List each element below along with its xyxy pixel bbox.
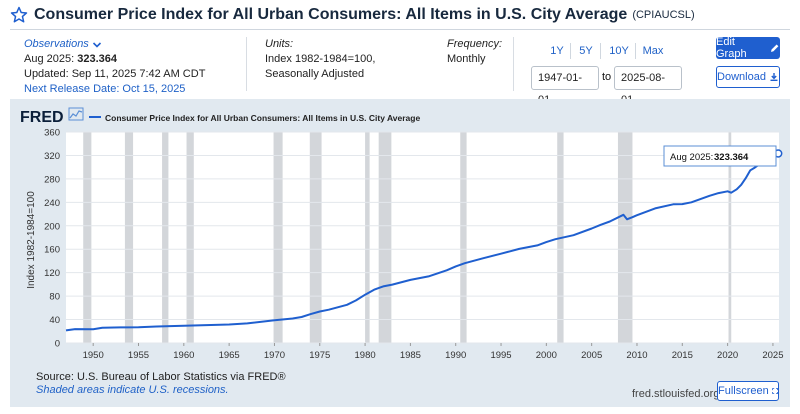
title-divider xyxy=(10,29,790,30)
plot-area xyxy=(66,132,779,343)
x-tick-label: 1975 xyxy=(309,350,330,361)
recession-note: Shaded areas indicate U.S. recessions. xyxy=(36,384,229,396)
recession-band xyxy=(378,132,392,343)
recession-band xyxy=(273,132,283,343)
title-row: Consumer Price Index for All Urban Consu… xyxy=(10,4,790,26)
recession-band xyxy=(728,132,732,343)
source-text: Source: U.S. Bureau of Labor Statistics … xyxy=(36,371,286,383)
x-tick-label: 2005 xyxy=(581,350,602,361)
y-tick-label: 0 xyxy=(55,339,60,350)
edit-graph-button[interactable]: Edit Graph xyxy=(716,36,780,60)
units-line-2: Seasonally Adjusted xyxy=(265,68,365,80)
range-10y-button[interactable]: 10Y xyxy=(609,45,629,57)
recession-band xyxy=(124,132,134,343)
fred-logo-graph-icon xyxy=(68,107,84,121)
series-id: (CPIAUCSL) xyxy=(632,9,695,21)
x-tick-label: 1985 xyxy=(400,350,421,361)
recession-band xyxy=(162,132,169,343)
x-tick-label: 2025 xyxy=(762,350,783,361)
y-tick-label: 240 xyxy=(44,198,60,209)
download-label: Download xyxy=(717,71,766,83)
recession-band xyxy=(365,132,370,343)
latest-observation: Aug 2025: 323.364 xyxy=(24,52,205,67)
range-separator xyxy=(600,43,601,59)
x-tick-label: 2010 xyxy=(626,350,647,361)
y-tick-label: 120 xyxy=(44,268,60,279)
x-tick-label: 1990 xyxy=(445,350,466,361)
x-tick-label: 1950 xyxy=(83,350,104,361)
range-5y-button[interactable]: 5Y xyxy=(579,45,593,57)
recession-band xyxy=(460,132,467,343)
frequency-label: Frequency: xyxy=(447,38,503,50)
x-tick-label: 2015 xyxy=(672,350,693,361)
observations-panel: Observations Aug 2025: 323.364 Updated: … xyxy=(24,37,205,97)
y-axis-label: Index 1982-1984=100 xyxy=(26,191,37,289)
observation-value: 323.364 xyxy=(77,53,117,65)
y-tick-label: 360 xyxy=(44,128,60,139)
x-tick-label: 1955 xyxy=(128,350,149,361)
column-divider xyxy=(246,37,247,91)
tooltip-value: 323.364 xyxy=(714,152,749,163)
download-button[interactable]: Download xyxy=(716,66,780,88)
recession-band xyxy=(186,132,194,343)
x-tick-label: 2020 xyxy=(717,350,738,361)
y-tick-label: 320 xyxy=(44,151,60,162)
observations-dropdown[interactable]: Observations xyxy=(24,37,205,52)
column-divider xyxy=(513,37,514,91)
x-tick-label: 1995 xyxy=(490,350,511,361)
hover-tooltip: Aug 2025: 323.364 xyxy=(663,145,777,167)
next-release-link[interactable]: Next Release Date: Oct 15, 2025 xyxy=(24,83,186,95)
range-separator xyxy=(635,43,636,59)
range-1y-button[interactable]: 1Y xyxy=(550,45,564,57)
fullscreen-icon xyxy=(771,388,778,394)
frequency-value: Monthly xyxy=(447,53,486,65)
series-line[interactable] xyxy=(65,152,779,332)
fullscreen-label: Fullscreen xyxy=(718,385,769,397)
chevron-down-icon xyxy=(92,41,101,48)
x-tick-label: 1980 xyxy=(355,350,376,361)
observations-label: Observations xyxy=(24,38,89,50)
fullscreen-button[interactable]: Fullscreen xyxy=(717,381,779,401)
x-axis-ticks: 1950 1955 1960 1965 1970 1975 1980 1985 1990 1995… xyxy=(83,343,783,361)
y-tick-label: 200 xyxy=(44,221,60,232)
range-separator xyxy=(570,43,571,59)
x-tick-label: 1960 xyxy=(173,350,194,361)
recession-band xyxy=(309,132,322,343)
star-icon[interactable] xyxy=(10,6,28,24)
gridlines xyxy=(66,131,779,344)
observation-date: Aug 2025: xyxy=(24,53,75,65)
y-tick-label: 80 xyxy=(49,292,60,303)
recession-band xyxy=(617,132,633,343)
x-tick-label: 2000 xyxy=(536,350,557,361)
tooltip-date: Aug 2025: xyxy=(670,152,713,163)
y-tick-label: 40 xyxy=(49,315,60,326)
units-panel: Units: Index 1982-1984=100, Seasonally A… xyxy=(265,37,375,82)
units-label: Units: xyxy=(265,38,294,50)
frequency-panel: Frequency: Monthly xyxy=(447,37,502,67)
y-tick-label: 280 xyxy=(44,174,60,185)
recession-band xyxy=(83,132,92,343)
x-tick-label: 1970 xyxy=(264,350,285,361)
units-line-1: Index 1982-1984=100, xyxy=(265,53,376,65)
edit-graph-label: Edit Graph xyxy=(716,36,747,60)
updated-text: Updated: Sep 11, 2025 7:42 AM CDT xyxy=(24,68,206,80)
fred-url[interactable]: fred.stlouisfed.org xyxy=(632,388,720,400)
edit-pencil-icon xyxy=(771,44,779,52)
page-title: Consumer Price Index for All Urban Consu… xyxy=(34,6,628,23)
y-axis-ticks: 0 40 80 120 160 200 240 280 320 360 xyxy=(44,128,60,350)
chart-legend-label: Consumer Price Index for All Urban Consu… xyxy=(105,113,420,123)
y-tick-label: 160 xyxy=(44,245,60,256)
to-label: to xyxy=(602,71,612,83)
x-tick-label: 1965 xyxy=(219,350,240,361)
fred-logo: FRED xyxy=(20,109,64,126)
range-max-button[interactable]: Max xyxy=(642,45,664,57)
download-icon xyxy=(770,73,778,81)
